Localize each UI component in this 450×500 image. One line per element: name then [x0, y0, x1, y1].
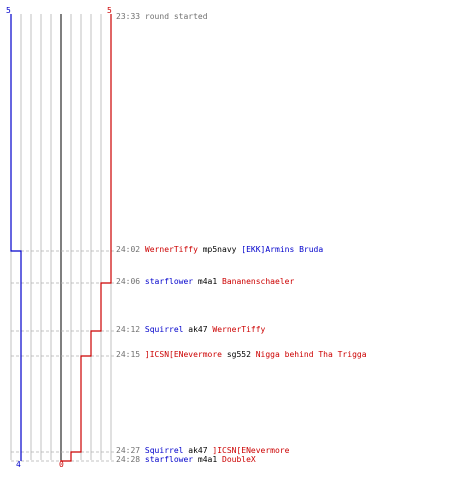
event-killer: starflower — [144, 455, 194, 464]
event-weapon: ak47 — [188, 325, 208, 334]
event-time: 24:27 — [116, 446, 141, 455]
event-row: 24:06 starflower m4a1 Bananenschaeler — [116, 277, 294, 286]
event-weapon: m4a1 — [197, 455, 218, 464]
event-time: 24:12 — [116, 325, 141, 334]
event-weapon: ak47 — [188, 446, 208, 455]
event-row: 24:28 starflower m4a1 DoubleX — [116, 455, 256, 464]
red-end-count: 0 — [59, 460, 64, 469]
blue-end-count: 4 — [16, 460, 21, 469]
event-row: 24:15 ]ICSN[ENevermore sg552 Nigga behin… — [116, 350, 367, 359]
event-time: 24:02 — [116, 245, 141, 254]
event-victim: [EKK]Armins Bruda — [241, 245, 324, 254]
event-victim: Nigga behind Tha Trigga — [255, 350, 367, 359]
event-victim: ]ICSN[ENevermore — [212, 446, 290, 455]
event-weapon: mp5navy — [202, 245, 237, 254]
event-killer: Squirrel — [144, 325, 184, 334]
event-killer: ]ICSN[ENevermore — [144, 350, 222, 359]
event-text: round started — [144, 12, 208, 21]
red-team-alive-line — [60, 14, 112, 462]
event-row: 24:12 Squirrel ak47 WernerTiffy — [116, 325, 265, 334]
event-time: 24:15 — [116, 350, 141, 359]
event-time: 24:28 — [116, 455, 141, 464]
event-time: 23:33 — [116, 12, 141, 21]
event-row: 23:33 round started — [116, 12, 208, 21]
event-row: 24:27 Squirrel ak47 ]ICSN[ENevermore — [116, 446, 289, 455]
event-killer: starflower — [144, 277, 194, 286]
event-time: 24:06 — [116, 277, 141, 286]
blue-start-count: 5 — [6, 6, 11, 15]
event-row: 24:02 WernerTiffy mp5navy [EKK]Armins Br… — [116, 245, 323, 254]
event-victim: DoubleX — [222, 455, 256, 464]
event-weapon: sg552 — [226, 350, 251, 359]
red-start-count: 5 — [107, 6, 112, 15]
event-victim: WernerTiffy — [212, 325, 266, 334]
event-victim: Bananenschaeler — [222, 277, 295, 286]
event-weapon: m4a1 — [197, 277, 218, 286]
blue-team-alive-line — [10, 14, 22, 461]
event-killer: Squirrel — [144, 446, 184, 455]
event-killer: WernerTiffy — [144, 245, 198, 254]
